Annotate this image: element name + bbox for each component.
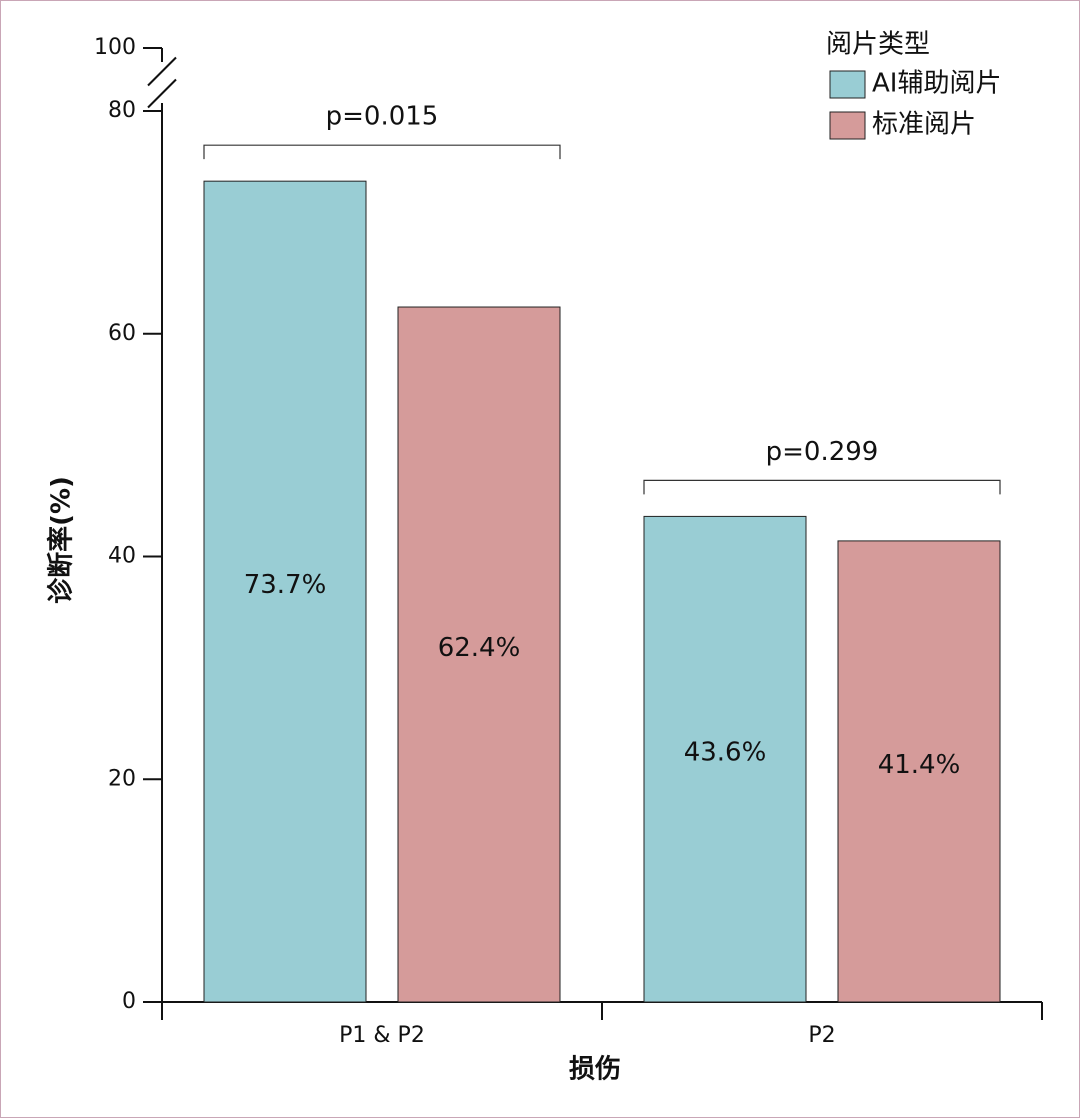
bar bbox=[203, 180, 367, 1003]
bar bbox=[397, 306, 561, 1003]
axis-break bbox=[147, 56, 177, 87]
p-value-annotation: p=0.299 bbox=[766, 437, 879, 467]
bar bbox=[643, 515, 807, 1003]
y-tick-label: 40 bbox=[108, 544, 136, 569]
y-tick-label: 60 bbox=[108, 321, 136, 346]
p-value-annotation: p=0.015 bbox=[326, 102, 439, 132]
legend-label: AI辅助阅片 bbox=[872, 69, 1001, 99]
bar bbox=[837, 540, 1001, 1003]
value-label: 73.7% bbox=[244, 570, 327, 600]
x-axis-label: 损伤 bbox=[569, 1055, 621, 1085]
value-label: 62.4% bbox=[438, 633, 521, 663]
y-tick-label: 80 bbox=[108, 98, 136, 123]
x-tick-label: P2 bbox=[808, 1023, 835, 1048]
legend-swatch bbox=[829, 70, 866, 99]
y-axis-label: 诊断率(%) bbox=[46, 476, 77, 604]
y-tick-label: 0 bbox=[122, 989, 136, 1014]
y-tick-label: 100 bbox=[94, 35, 136, 60]
legend-label: 标准阅片 bbox=[872, 110, 976, 140]
value-label: 43.6% bbox=[684, 738, 767, 768]
legend-title: 阅片类型 bbox=[826, 30, 930, 60]
significance-bracket bbox=[203, 144, 561, 160]
axis-break bbox=[147, 78, 177, 109]
x-tick-label: P1 & P2 bbox=[339, 1023, 425, 1048]
legend-swatch bbox=[829, 111, 866, 140]
value-label: 41.4% bbox=[878, 750, 961, 780]
y-tick-label: 20 bbox=[108, 766, 136, 791]
significance-bracket bbox=[643, 479, 1001, 495]
